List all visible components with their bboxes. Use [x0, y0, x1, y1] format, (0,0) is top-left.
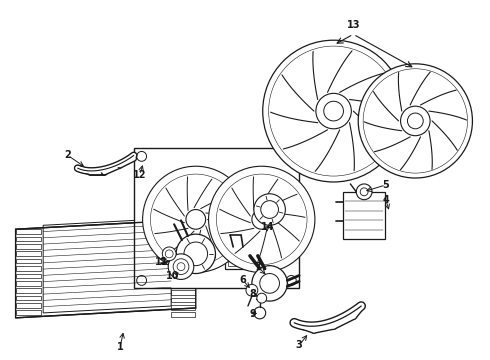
- Circle shape: [162, 247, 176, 261]
- Text: 3: 3: [296, 341, 302, 350]
- Bar: [16, 281, 41, 285]
- Circle shape: [358, 64, 472, 178]
- Bar: [16, 296, 41, 300]
- Circle shape: [168, 254, 194, 279]
- Text: 1: 1: [117, 342, 123, 352]
- Bar: [171, 261, 195, 265]
- Bar: [16, 229, 41, 234]
- Bar: [171, 298, 195, 302]
- Text: 7: 7: [254, 262, 261, 272]
- Circle shape: [257, 293, 267, 303]
- Circle shape: [356, 184, 372, 200]
- Circle shape: [316, 93, 351, 129]
- Circle shape: [252, 210, 271, 229]
- Bar: [171, 290, 195, 295]
- Bar: [16, 310, 41, 315]
- Bar: [171, 231, 195, 236]
- Text: 6: 6: [240, 275, 246, 285]
- Text: 11: 11: [154, 257, 168, 267]
- Circle shape: [254, 307, 266, 319]
- Text: 10: 10: [167, 271, 180, 282]
- Bar: [225, 247, 255, 269]
- Bar: [134, 148, 299, 288]
- Text: 9: 9: [249, 309, 256, 319]
- Bar: [16, 244, 41, 249]
- Circle shape: [176, 234, 216, 274]
- Polygon shape: [16, 219, 196, 318]
- Circle shape: [246, 284, 258, 296]
- Bar: [171, 253, 195, 258]
- Circle shape: [143, 166, 249, 273]
- Bar: [171, 246, 195, 251]
- Bar: [16, 237, 41, 241]
- Bar: [228, 250, 252, 266]
- Text: 2: 2: [64, 150, 71, 161]
- Circle shape: [209, 166, 315, 273]
- Bar: [171, 239, 195, 243]
- Bar: [264, 225, 275, 232]
- Bar: [16, 259, 41, 264]
- Bar: [171, 305, 195, 310]
- Text: 14: 14: [261, 222, 274, 232]
- Text: 12: 12: [133, 170, 147, 180]
- Circle shape: [186, 210, 206, 229]
- Bar: [171, 312, 195, 317]
- Circle shape: [400, 106, 430, 136]
- Bar: [343, 192, 385, 239]
- Bar: [16, 303, 41, 308]
- Bar: [16, 288, 41, 293]
- Text: 13: 13: [346, 21, 360, 30]
- Bar: [16, 251, 41, 256]
- Bar: [171, 268, 195, 273]
- Circle shape: [252, 266, 287, 301]
- Bar: [16, 274, 41, 278]
- Text: 8: 8: [249, 289, 256, 299]
- Circle shape: [254, 194, 285, 225]
- Bar: [171, 283, 195, 288]
- Bar: [16, 266, 41, 271]
- Circle shape: [263, 40, 405, 182]
- Text: 5: 5: [382, 180, 389, 190]
- Bar: [171, 275, 195, 280]
- Text: 4: 4: [382, 195, 389, 205]
